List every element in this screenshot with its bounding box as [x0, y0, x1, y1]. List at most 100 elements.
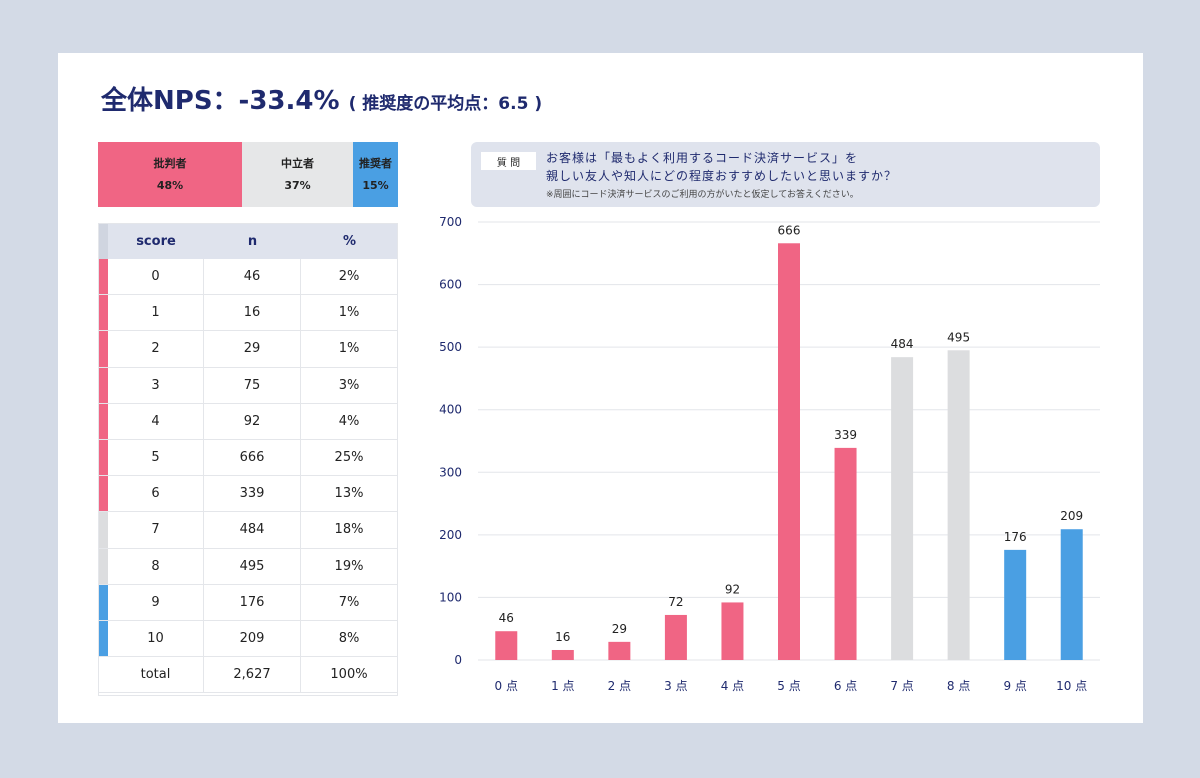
cell-percent: 7% — [301, 584, 398, 620]
x-tick-label: 2 点 — [608, 679, 631, 693]
nps-average-score: ( 推奨度の平均点：6.5 ) — [348, 94, 543, 114]
cell-percent: 3% — [301, 367, 398, 403]
data-label: 209 — [1060, 509, 1083, 523]
data-label: 495 — [947, 330, 970, 344]
x-tick-label: 6 点 — [834, 679, 857, 693]
cell-percent: 18% — [301, 512, 398, 548]
table-total-row: total 2,627 100% — [98, 657, 398, 694]
bar — [1060, 529, 1083, 660]
cell-n: 339 — [204, 476, 301, 512]
table-row: 4 92 4% — [98, 403, 398, 440]
y-tick-label: 100 — [439, 590, 462, 604]
table-row: 3 75 3% — [98, 367, 398, 404]
row-group-strip — [98, 476, 108, 512]
row-strip — [98, 657, 108, 692]
question-note: ※周囲にコード決済サービスのご利用の方がいたと仮定してお答えください。 — [546, 190, 859, 200]
column-header-percent: % — [342, 233, 357, 249]
y-tick-label: 0 — [454, 653, 462, 667]
cell-percent: 19% — [301, 548, 398, 584]
nps-headline: 全体NPS：-33.4% — [101, 86, 340, 116]
cell-n: 29 — [204, 331, 301, 367]
question-box: 質 問 お客様は「最もよく利用するコード決済サービス」を 親しい友人や知人にどの… — [471, 142, 1100, 207]
segment-promoters: 推奨者 15% — [353, 142, 398, 207]
cell-score: 8 — [108, 548, 204, 584]
y-tick-label: 200 — [439, 528, 462, 542]
segment-label: 中立者 — [281, 156, 314, 170]
row-group-strip — [98, 367, 108, 403]
y-tick-label: 600 — [439, 278, 462, 292]
table-row: 9 176 7% — [98, 584, 398, 621]
cell-percent: 4% — [301, 403, 398, 439]
question-line-1: お客様は「最もよく利用するコード決済サービス」を — [546, 151, 859, 165]
y-tick-label: 700 — [439, 215, 462, 229]
row-group-strip — [98, 620, 108, 657]
x-tick-label: 9 点 — [1003, 679, 1026, 693]
cell-score: 10 — [108, 620, 204, 657]
table-header-row: score n % — [98, 223, 398, 259]
segment-passives: 中立者 37% — [242, 142, 353, 207]
bar-chart: 0 100 200 300 400 500 600 700 46 0 点 16 1 点 29 2 点 72 3… — [439, 215, 1100, 693]
column-header-score: score — [136, 233, 176, 249]
total-percent: 100% — [301, 657, 398, 693]
row-group-strip — [98, 584, 108, 620]
table-row: 10 209 8% — [98, 620, 398, 658]
total-label: total — [108, 657, 204, 693]
table-row: 6 339 13% — [98, 476, 398, 513]
cell-score: 5 — [108, 439, 204, 476]
row-group-strip — [98, 295, 108, 331]
cell-n: 46 — [204, 259, 301, 295]
bar — [608, 641, 631, 660]
cell-score: 9 — [108, 584, 204, 620]
cell-score: 1 — [108, 295, 204, 331]
cell-score: 4 — [108, 403, 204, 439]
data-label: 29 — [612, 622, 627, 636]
data-label: 72 — [668, 595, 683, 609]
page-title: 全体NPS：-33.4% ( 推奨度の平均点：6.5 ) — [101, 80, 542, 117]
data-label: 666 — [778, 223, 801, 237]
x-tick-label: 4 点 — [721, 679, 744, 693]
segment-percent: 37% — [284, 178, 311, 192]
cell-score: 3 — [108, 367, 204, 403]
row-group-strip — [98, 331, 108, 367]
cell-score: 0 — [108, 259, 204, 295]
column-header-n: n — [247, 233, 258, 249]
x-tick-label: 3 点 — [664, 679, 687, 693]
cell-percent: 1% — [301, 295, 398, 331]
cell-score: 2 — [108, 331, 204, 367]
score-table: score n % 0 46 2% 1 16 1% 2 29 1% 3 75 3% 4 92 4% 5 666 2… — [98, 223, 398, 694]
data-label: 92 — [725, 582, 740, 596]
cell-n: 176 — [204, 584, 301, 620]
cell-percent: 25% — [301, 439, 398, 476]
cell-score: 6 — [108, 476, 204, 512]
row-group-strip — [98, 548, 108, 584]
segment-detractors: 批判者 48% — [98, 142, 242, 207]
table-row: 5 666 25% — [98, 439, 398, 477]
table-row: 0 46 2% — [98, 259, 398, 296]
table-row: 8 495 19% — [98, 548, 398, 585]
segment-percent: 48% — [156, 178, 184, 192]
cell-n: 16 — [204, 295, 301, 331]
bar — [891, 357, 914, 660]
cell-percent: 8% — [301, 620, 398, 657]
x-tick-label: 5 点 — [777, 679, 800, 693]
table-row: 2 29 1% — [98, 331, 398, 368]
row-group-strip — [98, 439, 108, 476]
data-label: 484 — [891, 337, 914, 351]
data-label: 176 — [1004, 530, 1027, 544]
header-strip — [98, 223, 108, 259]
cell-n: 209 — [204, 620, 301, 657]
data-label: 46 — [499, 611, 514, 625]
cell-n: 75 — [204, 367, 301, 403]
data-label: 339 — [834, 428, 857, 442]
y-tick-label: 500 — [439, 340, 462, 354]
segment-label: 推奨者 — [359, 156, 392, 170]
bar — [778, 243, 800, 660]
row-group-strip — [98, 403, 108, 439]
question-line-2: 親しい友人や知人にどの程度おすすめしたいと思いますか？ — [546, 169, 898, 183]
cell-n: 495 — [204, 548, 301, 584]
data-label: 16 — [555, 630, 570, 644]
table-body: 0 46 2% 1 16 1% 2 29 1% 3 75 3% 4 92 4% 5 666 25% 6 339 13% 7… — [98, 259, 398, 658]
bar — [947, 350, 970, 660]
y-tick-label: 300 — [439, 465, 462, 479]
bar — [664, 614, 687, 660]
